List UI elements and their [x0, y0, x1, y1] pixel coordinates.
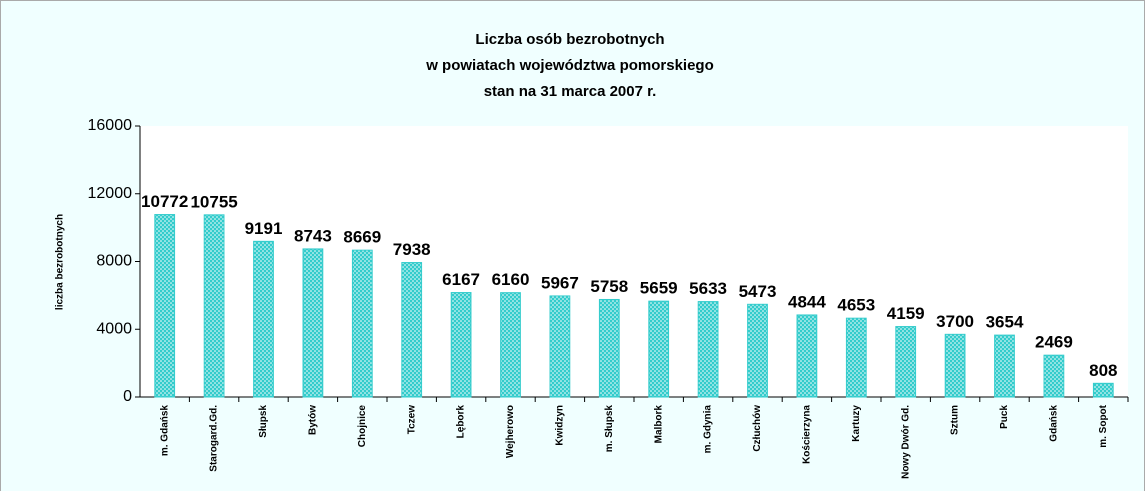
value-label: 808: [1089, 361, 1117, 380]
value-label: 10755: [190, 192, 237, 211]
bar: [796, 314, 818, 398]
value-label: 6167: [442, 270, 480, 289]
bar: [450, 292, 472, 398]
bar: [203, 214, 225, 398]
bar: [1043, 354, 1065, 398]
x-tick-label: Gdańsk: [1049, 405, 1060, 442]
y-tick-label: 16000: [88, 117, 133, 134]
bar: [648, 300, 670, 398]
value-label: 5967: [541, 273, 579, 292]
x-tick-label: Chojnice: [357, 405, 368, 448]
value-label: 3700: [936, 312, 974, 331]
bar: [401, 262, 423, 398]
x-tick-label: Bytów: [308, 405, 319, 435]
bar: [994, 334, 1015, 398]
chart-title: Liczba osób bezrobotnych: [475, 31, 664, 48]
plot-area: [140, 126, 1128, 397]
value-label: 7938: [393, 240, 431, 259]
chart-title: stan na 31 marca 2007 r.: [484, 83, 657, 100]
value-label: 6160: [492, 270, 530, 289]
bar: [1092, 382, 1114, 398]
x-tick-label: Sztum: [950, 405, 961, 435]
bar: [598, 298, 620, 398]
x-tick-label: m. Sopot: [1098, 404, 1109, 447]
x-tick-label: Malbork: [653, 405, 664, 444]
x-tick-label: Lębork: [456, 405, 467, 439]
bar: [500, 292, 521, 398]
x-tick-label: Tczew: [406, 405, 417, 434]
bar: [944, 333, 966, 398]
x-tick-label: Kwidzyn: [555, 405, 566, 446]
y-tick-label: 8000: [96, 253, 132, 270]
value-label: 4653: [837, 296, 875, 315]
y-tick-label: 0: [123, 388, 132, 405]
value-label: 3654: [986, 313, 1024, 332]
x-tick-label: m. Słupsk: [604, 405, 615, 453]
value-label: 5659: [640, 279, 678, 298]
bar: [697, 301, 719, 398]
bar: [253, 240, 274, 398]
x-tick-label: Słupsk: [258, 405, 269, 438]
value-label: 5758: [590, 277, 628, 296]
x-tick-label: m. Gdańsk: [159, 405, 170, 457]
bar: [747, 303, 768, 398]
x-tick-label: Starogard.Gd.: [209, 405, 220, 472]
bar: [845, 317, 867, 398]
bar: [351, 249, 373, 398]
bar: [895, 326, 917, 398]
value-label: 5633: [689, 279, 727, 298]
value-label: 8743: [294, 226, 332, 245]
bar: [549, 295, 571, 398]
y-axis-label: liczba bezrobotnych: [55, 214, 66, 310]
value-label: 4159: [887, 304, 925, 323]
x-tick-label: Puck: [999, 405, 1010, 429]
value-label: 10772: [141, 192, 188, 211]
value-label: 4844: [788, 292, 826, 311]
x-tick-label: m. Gdynia: [703, 405, 714, 454]
value-label: 5473: [739, 282, 777, 301]
value-label: 9191: [245, 219, 283, 238]
x-tick-label: Nowy Dwór Gd.: [900, 405, 911, 479]
y-tick-label: 12000: [88, 185, 133, 202]
x-tick-label: Człuchów: [752, 405, 763, 452]
bar: [302, 248, 324, 398]
chart-title: w powiatach województwa pomorskiego: [425, 57, 714, 74]
x-tick-label: Kościerzyna: [802, 405, 813, 464]
value-label: 8669: [343, 228, 381, 247]
value-label: 2469: [1035, 333, 1073, 352]
y-tick-label: 4000: [96, 320, 132, 337]
x-tick-label: Wejherowo: [505, 405, 516, 458]
bar: [154, 214, 176, 398]
x-tick-label: Kartuzy: [851, 405, 862, 442]
